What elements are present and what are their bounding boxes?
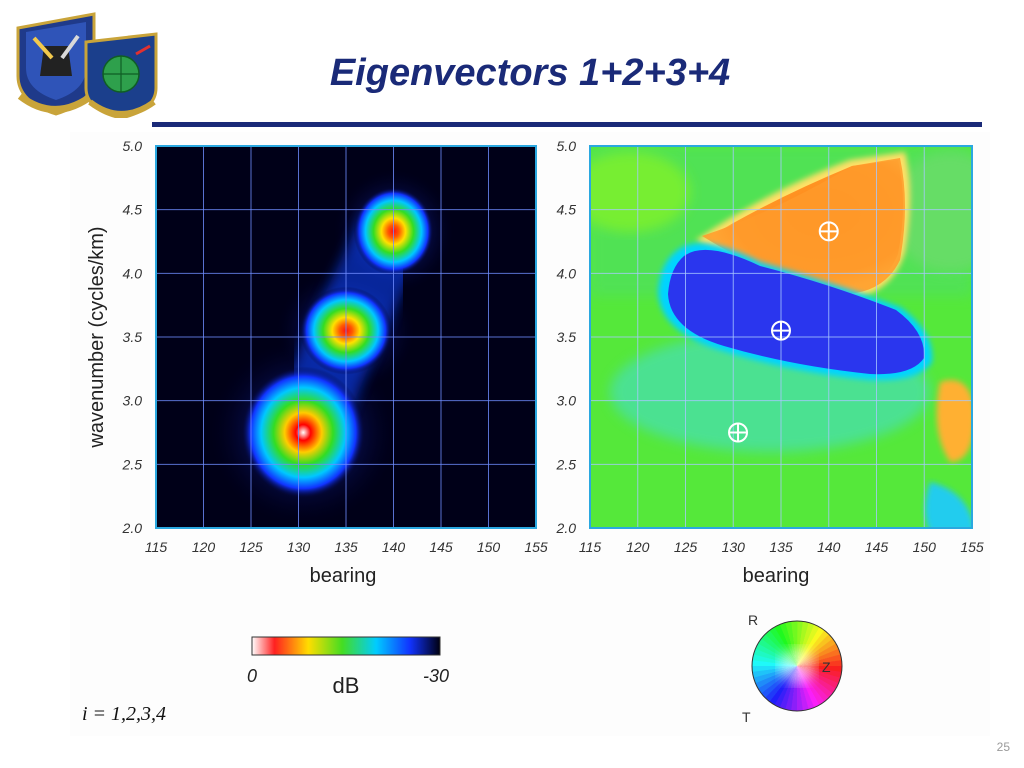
x-tick-label: 135 bbox=[334, 539, 358, 555]
x-tick-label: 145 bbox=[865, 539, 889, 555]
y-tick-label: 4.5 bbox=[123, 202, 143, 218]
polarization-color-wheel: R Z T bbox=[742, 612, 843, 725]
x-tick-label: 115 bbox=[579, 539, 602, 555]
polarization-map-plot: 2.0 2.5 3.0 3.5 4.0 4.5 5.0 115 120 125 130 135 140… bbox=[556, 138, 984, 587]
page-number: 25 bbox=[996, 740, 1010, 754]
y-tick-label: 4.5 bbox=[557, 202, 577, 218]
x-tick-label: 125 bbox=[239, 539, 263, 555]
peak-marker bbox=[818, 221, 839, 242]
air-force-isr-agency-emblem bbox=[16, 12, 97, 116]
y-tick-label: 2.5 bbox=[556, 456, 577, 472]
polarization-field bbox=[590, 146, 972, 528]
title-divider bbox=[152, 122, 982, 127]
y-tick-label: 2.0 bbox=[556, 520, 577, 536]
x-tick-label: 115 bbox=[145, 539, 168, 555]
x-axis-label-right: bearing bbox=[743, 565, 810, 587]
colorbar-min-label: 0 bbox=[247, 666, 257, 686]
y-tick-label: 5.0 bbox=[557, 138, 577, 154]
slide-title: Eigenvectors 1+2+3+4 bbox=[329, 52, 731, 94]
x-tick-label: 140 bbox=[382, 539, 406, 555]
x-tick-label: 145 bbox=[429, 539, 453, 555]
x-tick-label: 130 bbox=[287, 539, 311, 555]
x-tick-label: 120 bbox=[192, 539, 216, 555]
x-tick-label: 155 bbox=[524, 539, 548, 555]
colorbar-max-label: -30 bbox=[423, 666, 449, 686]
x-tick-label: 130 bbox=[722, 539, 746, 555]
figure-panel: 2.0 2.5 3.0 3.5 4.0 4.5 5.0 115 120 125 130 135 140… bbox=[70, 132, 990, 736]
peak-marker bbox=[771, 320, 791, 341]
y-tick-label: 5.0 bbox=[123, 138, 143, 154]
y-tick-label: 3.0 bbox=[123, 393, 143, 409]
db-colorbar: 0 -30 dB bbox=[247, 636, 449, 698]
y-tick-label: 4.0 bbox=[557, 265, 577, 281]
x-tick-label: 125 bbox=[674, 539, 698, 555]
x-tick-label: 135 bbox=[769, 539, 793, 555]
logos bbox=[6, 6, 166, 120]
eigenvector-figure: 2.0 2.5 3.0 3.5 4.0 4.5 5.0 115 120 125 130 135 140… bbox=[82, 138, 984, 725]
peak-marker bbox=[728, 422, 749, 443]
y-tick-label: 3.5 bbox=[123, 329, 143, 345]
wheel-center-glow bbox=[779, 648, 815, 684]
y-tick-label: 4.0 bbox=[123, 265, 143, 281]
y-axis-label: wavenumber (cycles/km) bbox=[86, 226, 108, 448]
colorbar-unit-label: dB bbox=[333, 673, 360, 698]
x-tick-label: 120 bbox=[626, 539, 650, 555]
eigenvector-index-annotation: i = 1,2,3,4 bbox=[82, 703, 166, 725]
x-tick-label: 150 bbox=[913, 539, 937, 555]
wheel-label-r: R bbox=[748, 612, 758, 628]
x-tick-label: 140 bbox=[817, 539, 841, 555]
heatmap-frame bbox=[155, 145, 537, 529]
wheel-label-z: Z bbox=[822, 659, 831, 675]
y-tick-label: 2.0 bbox=[122, 520, 143, 536]
y-tick-label: 3.5 bbox=[557, 329, 577, 345]
colorbar-gradient bbox=[251, 636, 441, 656]
y-tick-label: 3.0 bbox=[557, 393, 577, 409]
peak-spot bbox=[241, 366, 366, 499]
x-tick-label: 155 bbox=[960, 539, 984, 555]
x-axis-label: bearing bbox=[310, 565, 377, 587]
polarization-frame bbox=[589, 145, 973, 529]
wheel-label-t: T bbox=[742, 709, 751, 725]
power-heatmap-plot: 2.0 2.5 3.0 3.5 4.0 4.5 5.0 115 120 125 130 135 140… bbox=[86, 138, 548, 587]
air-force-technical-applications-center-emblem bbox=[84, 32, 158, 120]
y-tick-label: 2.5 bbox=[122, 456, 143, 472]
x-tick-label: 150 bbox=[477, 539, 501, 555]
